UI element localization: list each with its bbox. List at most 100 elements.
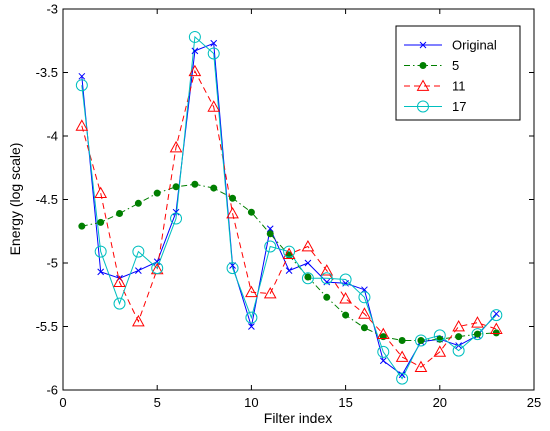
data-point-11: [471, 316, 484, 328]
data-point-original: [172, 208, 180, 216]
data-point-original: [191, 47, 199, 55]
data-point-original: [492, 310, 500, 318]
data-point-5: [360, 324, 368, 332]
y-tick-label: -5.5: [36, 319, 58, 334]
data-point-5: [247, 208, 255, 216]
data-point-11: [207, 100, 221, 112]
data-point-17: [75, 79, 88, 92]
data-point-11: [113, 275, 126, 287]
data-point-5: [134, 199, 142, 207]
data-point-5: [78, 222, 86, 230]
data-point-original: [135, 267, 142, 274]
data-point-original: [379, 357, 387, 365]
data-point-5: [398, 336, 406, 344]
data-point-11: [301, 239, 315, 252]
data-point-17: [490, 309, 503, 322]
legend-marker: [419, 41, 427, 49]
data-point-17: [226, 262, 239, 275]
data-point-5: [473, 330, 481, 338]
data-point-5: [229, 194, 237, 202]
data-point-original: [398, 371, 406, 379]
legend-box: [395, 25, 521, 121]
legend-label: Original: [452, 38, 497, 53]
data-point-original: [285, 267, 293, 274]
data-point-11: [320, 264, 334, 276]
legend-label: 5: [452, 58, 459, 73]
data-point-5: [323, 293, 331, 301]
data-point-11: [94, 186, 108, 199]
data-point-17: [320, 272, 333, 285]
data-point-11: [226, 206, 239, 219]
data-point-11: [376, 327, 390, 340]
data-point-11: [169, 140, 183, 153]
y-tick-label: -3.5: [36, 65, 58, 80]
data-point-original: [229, 262, 236, 269]
data-point-5: [210, 184, 218, 192]
data-point-17: [207, 47, 220, 60]
data-point-5: [172, 183, 180, 191]
axis-ticks: 0 5 10 15 20 25 -3 -3.5 -4 -4.5 -5 -5.5 -6: [36, 2, 542, 411]
data-point-17: [377, 345, 390, 358]
data-point-11: [395, 350, 409, 362]
data-point-17: [132, 245, 145, 258]
legend-label: 17: [452, 99, 466, 114]
data-point-17: [358, 291, 371, 304]
data-point-5: [191, 180, 199, 188]
data-point-5: [492, 329, 500, 337]
legend-label: 11: [452, 79, 466, 94]
data-point-11: [282, 247, 296, 260]
data-point-17: [264, 240, 277, 253]
data-point-original: [248, 323, 255, 330]
data-point-5: [342, 311, 350, 319]
data-point-original: [266, 225, 274, 233]
data-point-17: [94, 245, 107, 258]
data-point-17: [433, 329, 446, 342]
legend: Original 5 11 17: [395, 25, 521, 121]
data-point-11: [433, 345, 447, 357]
data-point-17: [414, 334, 427, 347]
data-point-5: [455, 333, 463, 341]
data-point-17: [471, 328, 484, 341]
legend-marker: [417, 100, 429, 113]
data-point-5: [116, 209, 124, 217]
data-point-17: [301, 272, 314, 285]
y-tick-label: -3: [46, 2, 58, 17]
x-tick-label: 20: [433, 395, 447, 410]
data-point-17: [113, 297, 126, 310]
x-tick-label: 10: [244, 395, 258, 410]
data-point-11: [263, 286, 277, 299]
data-point-11: [75, 119, 89, 131]
data-point-17: [151, 262, 164, 275]
data-point-5: [97, 218, 105, 226]
data-point-11: [339, 292, 352, 304]
data-point-original: [78, 72, 86, 80]
data-point-17: [245, 311, 258, 324]
data-point-original: [304, 259, 312, 267]
data-point-5: [153, 189, 161, 197]
data-point-17: [283, 245, 296, 258]
data-point-11: [132, 314, 145, 327]
data-point-11: [245, 285, 258, 298]
data-point-original: [97, 268, 105, 276]
data-point-original: [323, 278, 331, 286]
y-tick-label: -4.5: [36, 192, 58, 207]
y-tick-label: -6: [46, 383, 58, 398]
x-tick-label: 0: [59, 395, 66, 410]
y-axis-title: Energy (log scale): [7, 143, 23, 256]
data-point-17: [452, 344, 465, 357]
y-tick-label: -4: [46, 129, 58, 144]
y-tick-label: -5: [46, 256, 58, 271]
data-point-17: [188, 30, 201, 43]
data-point-original: [153, 258, 161, 266]
data-point-original: [342, 279, 349, 287]
data-point-5: [266, 230, 274, 238]
data-point-17: [170, 212, 183, 225]
data-point-11: [414, 360, 428, 373]
data-point-11: [489, 322, 503, 334]
x-tick-label: 25: [527, 395, 541, 410]
legend-marker: [416, 79, 430, 91]
x-tick-label: 15: [338, 395, 352, 410]
data-point-5: [304, 273, 312, 281]
legend-marker: [419, 62, 427, 69]
